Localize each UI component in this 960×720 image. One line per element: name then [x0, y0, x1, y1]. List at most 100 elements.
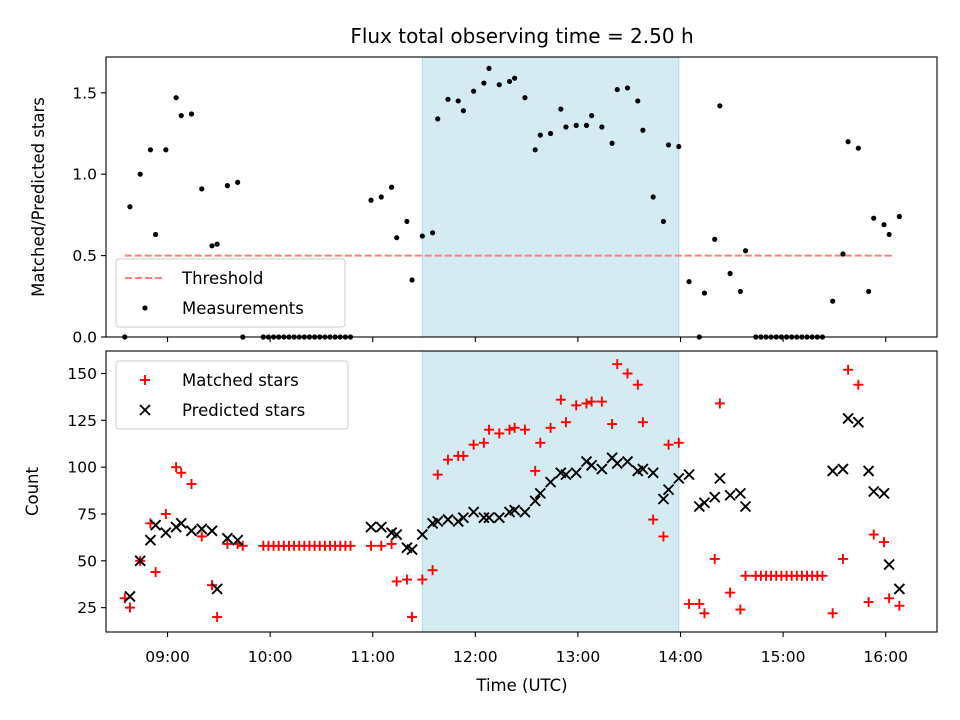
measurements-point [583, 122, 590, 128]
matched-stars-point [124, 602, 135, 613]
matched-stars-point [853, 379, 864, 390]
matched-stars-point [658, 531, 669, 542]
matched-stars-point [196, 531, 207, 542]
matched-stars-point [663, 439, 674, 450]
predicted-stars-point [596, 463, 608, 475]
predicted-stars-point-b [124, 590, 136, 603]
measurements-point [137, 171, 143, 177]
measurements-point [173, 95, 179, 101]
measurements-point [563, 124, 569, 130]
matched-stars-point [237, 540, 248, 551]
matched-stars-point [894, 600, 905, 611]
predicted-stars-point [211, 583, 223, 595]
chart-title: Flux total observing time = 2.50 h [350, 24, 693, 48]
bottom-x-tick-label: 16:00 [863, 648, 908, 666]
legend-predicted-stars-label: Predicted stars [182, 401, 305, 420]
predicted-stars-point [508, 504, 521, 516]
predicted-stars-point-b [606, 452, 618, 464]
bottom-x-tick-label: 10:00 [248, 648, 293, 666]
predicted-stars-point [493, 512, 505, 524]
measurements-point [676, 143, 682, 150]
matched-stars-point [725, 587, 736, 598]
predicted-stars-point-b [406, 543, 418, 556]
predicted-stars-point [842, 412, 854, 425]
predicted-stars-point-b [416, 528, 428, 541]
bottom-x-tick-label: 11:00 [350, 648, 395, 666]
predicted-stars-point-b [529, 495, 541, 507]
measurements-point [486, 65, 492, 71]
predicted-stars-point-b [170, 521, 182, 533]
predicted-stars-point [714, 472, 726, 485]
matched-stars-point [519, 424, 530, 435]
matched-stars-point [207, 580, 218, 591]
predicted-stars-series [124, 412, 906, 603]
matched-stars-point [212, 612, 223, 623]
predicted-stars-point-b [693, 500, 705, 513]
matched-stars-point [632, 379, 643, 390]
measurements-point [506, 78, 513, 85]
bottom-x-tick-label: 12:00 [453, 648, 498, 666]
predicted-stars-point [724, 489, 736, 501]
matched-stars-point [673, 437, 684, 448]
bottom-count-plot: 25 50 75 100 125 150 09:00 10:00 11:00 12:00 13:00… [67, 350, 938, 666]
predicted-stars-point [709, 491, 721, 503]
predicted-stars-point [570, 467, 582, 479]
predicted-stars-point-b [637, 463, 649, 475]
measurements-point [665, 142, 672, 148]
predicted-stars-point [657, 493, 670, 505]
measurements-point [727, 270, 733, 277]
matched-stars-point [622, 368, 633, 379]
predicted-stars-point-b [375, 521, 387, 533]
matched-stars-point [222, 538, 233, 549]
bottom-y-axis-label: Count [23, 466, 42, 516]
measurements-point [737, 288, 743, 295]
predicted-stars-point-b [211, 583, 223, 595]
matched-stars-point [545, 422, 556, 433]
matched-stars-point [509, 422, 520, 433]
predicted-stars-point-b [734, 487, 747, 500]
predicted-stars-point-b [144, 534, 157, 546]
bottom-x-tick-label: 14:00 [658, 648, 703, 666]
predicted-stars-point [196, 523, 208, 535]
legend-matched-stars-label: Matched stars [182, 371, 299, 390]
matched-stars-point [504, 424, 515, 435]
matched-stars-point [560, 417, 571, 428]
bottom-x-tick-label: 15:00 [761, 648, 806, 666]
predicted-stars-point-b [621, 455, 634, 468]
top-highlight-span [421, 56, 680, 338]
predicted-stars-point [534, 487, 546, 500]
measurements-point [209, 243, 215, 249]
matched-stars-point [699, 608, 710, 619]
predicted-stars-point [693, 500, 705, 513]
bottom-y-tick-label: 100 [67, 459, 97, 477]
bottom-x-tick-label: 09:00 [145, 648, 190, 666]
predicted-stars-point [457, 512, 470, 524]
predicted-stars-point-b [739, 500, 752, 513]
predicted-stars-point [637, 463, 649, 475]
matched-stars-point [407, 612, 418, 623]
predicted-stars-point-b [385, 527, 398, 539]
predicted-stars-point-b [231, 534, 244, 546]
predicted-stars-point-b [149, 519, 162, 531]
matched-stars-point [494, 428, 505, 439]
bottom-x-tick-label: 13:00 [556, 648, 601, 666]
predicted-stars-point-b [827, 465, 839, 477]
measurements-point [573, 122, 579, 128]
matched-stars-point [571, 400, 582, 411]
top-y-axis-label: Matched/Predicted stars [29, 97, 48, 297]
predicted-stars-point [827, 465, 839, 477]
predicted-stars-point [160, 527, 172, 539]
matched-stars-point [581, 398, 592, 409]
predicted-stars-point-b [544, 476, 557, 488]
measurements-point [537, 132, 543, 138]
predicted-stars-point-b [534, 487, 546, 500]
predicted-stars-point [432, 515, 444, 528]
matched-stars-point [694, 598, 705, 609]
measurements-point [147, 147, 154, 153]
predicted-stars-point-b [893, 583, 906, 595]
predicted-stars-point [698, 497, 711, 509]
predicted-stars-point [544, 476, 557, 488]
legend-measurements-swatch [142, 305, 148, 311]
predicted-stars-point [883, 558, 895, 571]
predicted-stars-point [739, 500, 752, 513]
